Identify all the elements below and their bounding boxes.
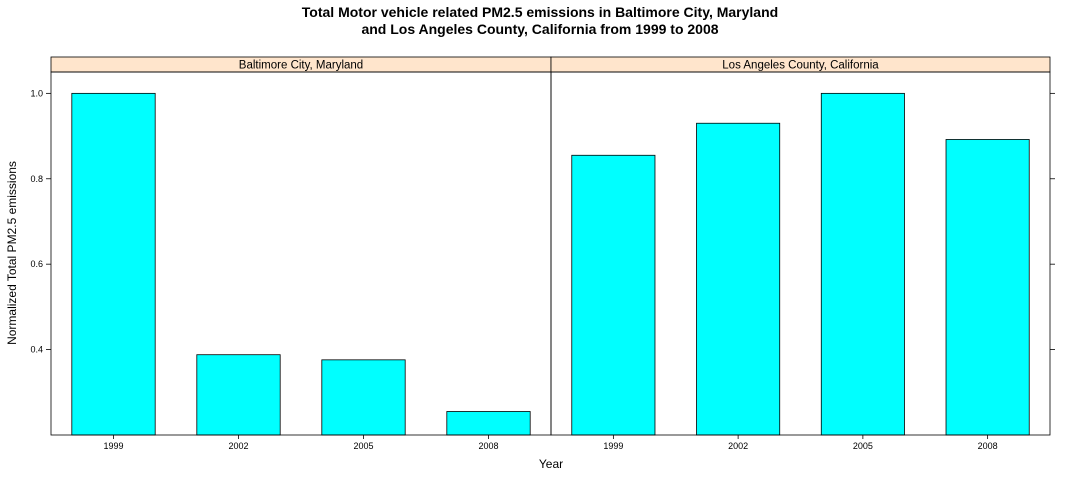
y-tick-label: 0.8 bbox=[30, 174, 43, 184]
bar-2005 bbox=[820, 92, 905, 436]
x-tick-label: 2005 bbox=[353, 441, 373, 451]
panel-border bbox=[550, 71, 1051, 436]
bar-2002 bbox=[696, 122, 781, 436]
x-tick-label: 2002 bbox=[728, 441, 748, 451]
chart-title: Total Motor vehicle related PM2.5 emissi… bbox=[302, 4, 778, 37]
y-axis-label: Normalized Total PM2.5 emissions bbox=[5, 161, 19, 345]
x-tick-label: 2008 bbox=[978, 441, 998, 451]
y-tick-label: 0.6 bbox=[30, 259, 43, 269]
y-tick-label: 0.4 bbox=[30, 345, 43, 355]
panel-1: Baltimore City, Maryland 1999 2002 2005 2008 bbox=[50, 56, 552, 451]
bar-1999 bbox=[71, 92, 156, 436]
x-tick-label: 2005 bbox=[853, 441, 873, 451]
x-tick-label: 2002 bbox=[228, 441, 248, 451]
x-tick-label: 1999 bbox=[603, 441, 623, 451]
chart-title-line-2: and Los Angeles County, California from … bbox=[361, 21, 718, 37]
panel-strip-label: Los Angeles County, California bbox=[722, 60, 879, 72]
bar-1999 bbox=[571, 154, 656, 436]
panels: Baltimore City, Maryland 1999 2002 2005 2008… bbox=[30, 56, 1055, 451]
bar-2008 bbox=[945, 139, 1030, 436]
bar-2002 bbox=[196, 354, 281, 436]
x-tick-label: 2008 bbox=[478, 441, 498, 451]
panel-strip-label: Baltimore City, Maryland bbox=[239, 60, 363, 72]
y-axis: 0.4 0.6 0.8 1.0 bbox=[30, 88, 1055, 355]
x-axis-label: Year bbox=[539, 457, 563, 471]
panel-2: Los Angeles County, California 1999 2002 20… bbox=[550, 56, 1051, 451]
bar-2005 bbox=[321, 359, 406, 436]
chart-title-line-1: Total Motor vehicle related PM2.5 emissi… bbox=[302, 4, 778, 20]
x-tick-label: 1999 bbox=[103, 441, 123, 451]
bar-2008 bbox=[446, 411, 531, 436]
y-tick-label: 1.0 bbox=[30, 88, 43, 98]
